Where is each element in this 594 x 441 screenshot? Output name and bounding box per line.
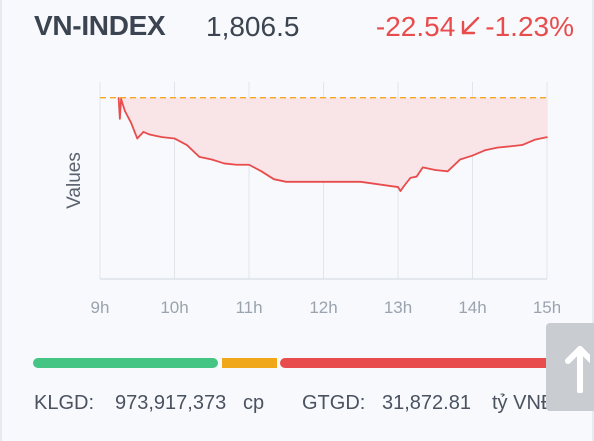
data-point bbox=[409, 177, 412, 179]
data-point bbox=[173, 137, 176, 140]
x-tick-label: 11h bbox=[235, 298, 262, 317]
data-point bbox=[471, 154, 474, 157]
data-point bbox=[248, 163, 250, 166]
change-points: -22.54 bbox=[375, 11, 456, 42]
data-point bbox=[322, 181, 325, 183]
x-tick-label: 13h bbox=[384, 298, 412, 317]
data-point bbox=[119, 117, 121, 120]
trading-stats: KLGD: 973,917,373 cp GTGD: 31,872.81 tỷ … bbox=[34, 392, 574, 422]
data-point bbox=[434, 169, 437, 171]
data-point bbox=[130, 121, 132, 124]
volume-label: KLGD: bbox=[34, 392, 95, 414]
data-point bbox=[397, 186, 399, 188]
x-tick-label: 15h bbox=[533, 298, 560, 317]
y-axis-label: Values bbox=[64, 152, 85, 209]
data-point bbox=[210, 158, 213, 161]
volume-value: 973,917,373 bbox=[115, 392, 227, 414]
price-line bbox=[117, 97, 548, 192]
data-point bbox=[533, 138, 536, 141]
data-point bbox=[399, 190, 402, 192]
chart-canvas: 9h 10h 11h 12h 13h 14h 15h Values bbox=[64, 82, 560, 317]
x-tick-label: 12h bbox=[309, 298, 337, 317]
data-point bbox=[273, 178, 275, 180]
data-point bbox=[484, 149, 486, 152]
scroll-top-button[interactable] bbox=[546, 323, 594, 411]
value-unit: tỷ VNĐ bbox=[492, 392, 556, 414]
data-point bbox=[403, 184, 406, 187]
data-point bbox=[186, 144, 188, 146]
intraday-chart: 9h 10h 11h 12h 13h 14h 15h Values bbox=[50, 74, 560, 324]
advancers-segment bbox=[33, 358, 218, 368]
volume-unit: cp bbox=[243, 392, 265, 414]
card-border-left bbox=[0, 0, 2, 441]
data-point bbox=[198, 156, 201, 158]
arrow-up-icon bbox=[565, 346, 590, 393]
value-label: GTGD: bbox=[302, 392, 366, 414]
market-breadth-bar bbox=[33, 358, 568, 368]
change-percent: -1.23% bbox=[485, 11, 574, 42]
data-point bbox=[136, 137, 139, 140]
value-value: 31,872.81 bbox=[382, 392, 471, 414]
data-point bbox=[260, 170, 263, 173]
data-point bbox=[155, 135, 157, 137]
data-point bbox=[161, 136, 163, 138]
data-point bbox=[148, 133, 151, 136]
arrow-down-left-icon bbox=[462, 16, 480, 35]
data-point bbox=[496, 146, 499, 149]
data-point bbox=[120, 98, 122, 100]
decliners-segment bbox=[280, 358, 568, 368]
data-point bbox=[359, 181, 362, 183]
x-tick-label: 9h bbox=[91, 298, 110, 317]
data-point bbox=[446, 170, 449, 173]
data-point bbox=[508, 145, 511, 148]
data-point bbox=[124, 110, 126, 112]
data-point bbox=[285, 181, 288, 183]
data-point bbox=[117, 96, 120, 99]
data-point bbox=[235, 163, 238, 166]
index-change: -22.54 -1.23% bbox=[376, 11, 574, 43]
data-point bbox=[546, 136, 548, 138]
data-point bbox=[521, 144, 523, 146]
x-tick-label: 10h bbox=[160, 298, 188, 317]
data-point bbox=[223, 162, 225, 165]
data-point bbox=[142, 131, 145, 133]
index-value: 1,806.5 bbox=[206, 11, 300, 42]
unchanged-segment bbox=[222, 358, 277, 368]
data-point bbox=[459, 158, 461, 161]
index-header: VN-INDEX 1,806.5 -22.54 -1.23% bbox=[34, 6, 574, 46]
below-reference-area bbox=[118, 97, 547, 192]
x-tick-label: 14h bbox=[458, 298, 486, 317]
data-point bbox=[415, 175, 418, 178]
data-point bbox=[422, 166, 424, 169]
card-border-right bbox=[592, 0, 594, 441]
index-name[interactable]: VN-INDEX bbox=[34, 10, 166, 41]
